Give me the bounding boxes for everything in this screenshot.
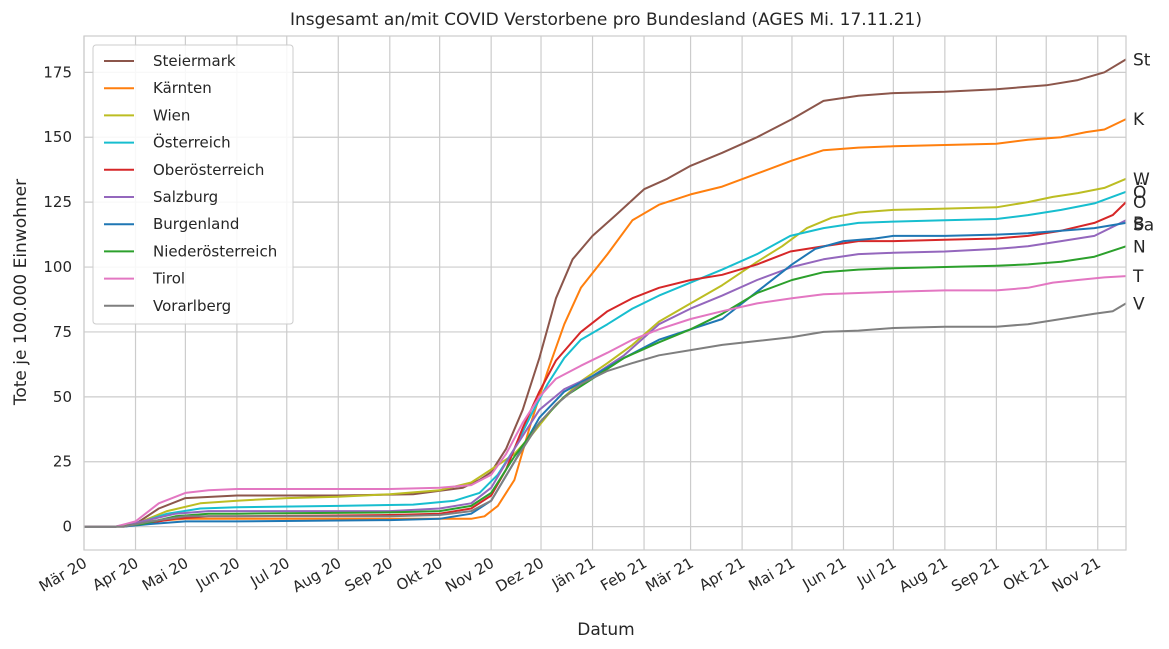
y-axis-label: Tote je 100.000 Einwohner xyxy=(11,179,31,406)
y-tick-label: 75 xyxy=(53,323,72,341)
series-end-label: V xyxy=(1133,294,1145,314)
legend-entry: Wien xyxy=(153,106,190,124)
series-line-6 xyxy=(84,219,1127,528)
series-end-label: St xyxy=(1133,50,1151,70)
series-line-3 xyxy=(84,177,1127,528)
legend-entry: Tirol xyxy=(152,270,185,288)
series-line-8 xyxy=(84,245,1127,528)
y-tick-label: 175 xyxy=(43,63,72,81)
x-axis-label: Datum xyxy=(577,620,635,640)
series-line-7 xyxy=(84,221,1127,528)
series-line-10 xyxy=(84,302,1127,528)
legend-entry: Burgenland xyxy=(153,215,239,233)
y-tick-label: 125 xyxy=(43,193,72,211)
legend-entry: Österreich xyxy=(153,133,231,152)
legend: Steiermark Kärnten Wien Österreich Oberöster… xyxy=(92,44,294,325)
series-end-label: K xyxy=(1133,110,1145,130)
series-end-label: Sa xyxy=(1133,215,1154,235)
series-line-9 xyxy=(84,275,1127,528)
y-tick-label: 100 xyxy=(43,258,72,276)
y-tick-label: 150 xyxy=(43,128,72,146)
legend-entry: Kärnten xyxy=(153,79,212,97)
y-tick-label: 25 xyxy=(53,453,72,471)
legend-entry: Salzburg xyxy=(153,188,218,206)
series-line-4 xyxy=(84,190,1127,528)
series-end-label: W xyxy=(1133,170,1150,190)
y-tick-label: 0 xyxy=(62,518,72,536)
legend-entry: Steiermark xyxy=(153,52,236,70)
series-end-label: T xyxy=(1132,267,1144,287)
chart-title: Insgesamt an/mit COVID Verstorbene pro B… xyxy=(290,10,922,30)
legend-box xyxy=(92,44,294,325)
legend-entry: Niederösterreich xyxy=(153,242,277,260)
plot-frame xyxy=(83,35,1127,551)
legend-entry: Vorarlberg xyxy=(153,297,231,315)
series-end-label: O xyxy=(1133,193,1146,213)
series-lines xyxy=(84,58,1127,528)
y-tick-labels: 0 25 50 75 100 125 150 175 xyxy=(43,63,72,535)
legend-entry: Oberösterreich xyxy=(153,161,264,179)
series-line-1 xyxy=(84,58,1127,528)
series-end-label: N xyxy=(1133,237,1146,257)
series-end-label: B xyxy=(1133,214,1145,234)
series-end-label: Ö xyxy=(1133,181,1146,203)
y-tick-label: 50 xyxy=(53,388,72,406)
